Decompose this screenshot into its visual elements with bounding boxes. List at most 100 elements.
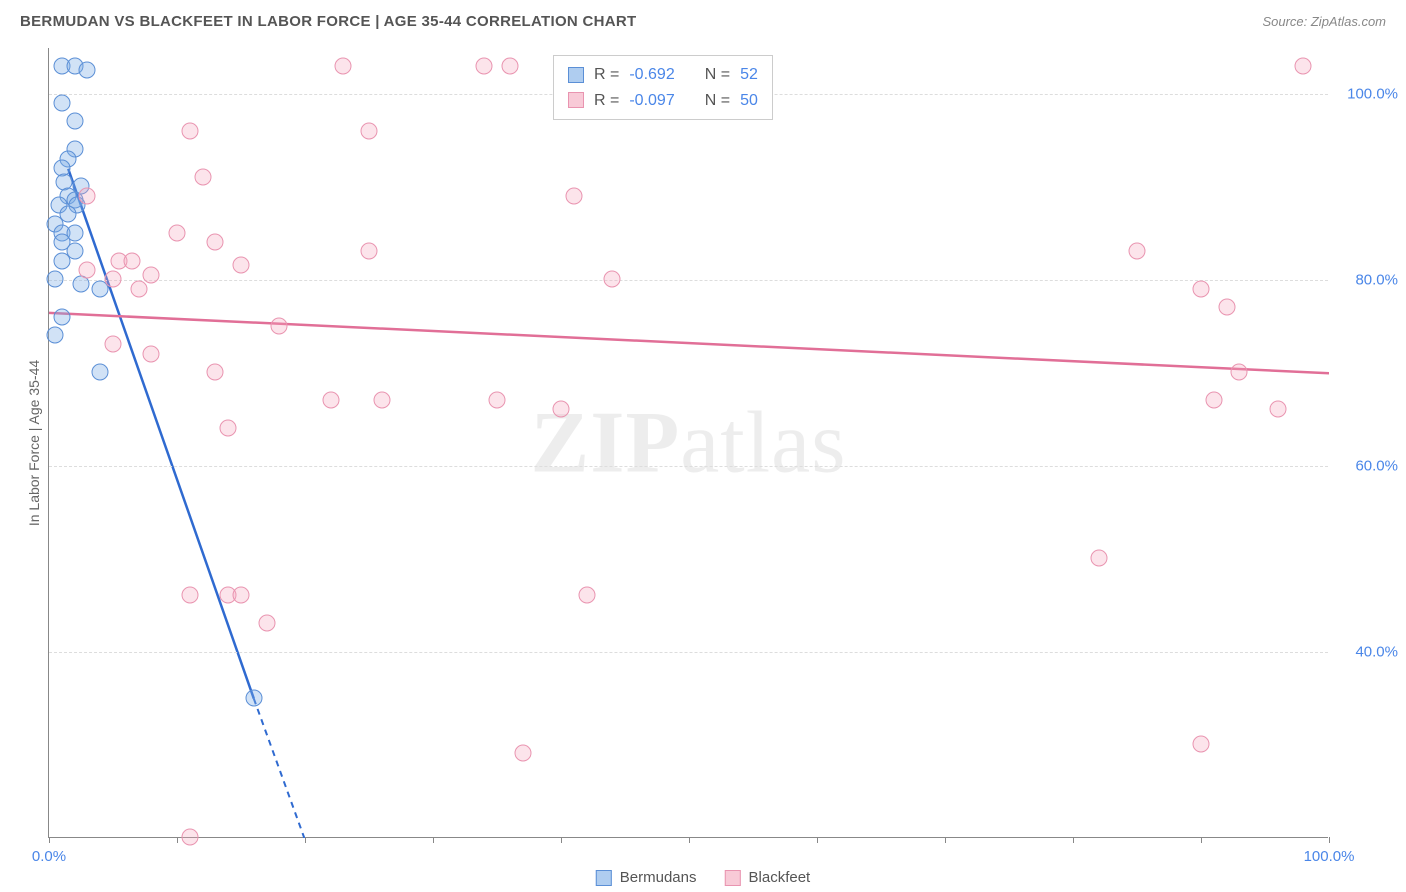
stats-legend-box: R = -0.692 N = 52 R = -0.097 N = 50 [553,55,773,120]
data-point [79,187,96,204]
swatch-pink [725,870,741,886]
x-tick [1329,837,1330,843]
stat-n-value: 50 [740,88,758,114]
trend-line [49,313,1329,373]
trend-line-dashed [254,699,318,838]
chart-title: BERMUDAN VS BLACKFEET IN LABOR FORCE | A… [20,13,637,30]
data-point [53,252,70,269]
data-point [79,262,96,279]
data-point [1193,736,1210,753]
data-point [1090,550,1107,567]
data-point [233,587,250,604]
legend-label: Blackfeet [749,869,811,886]
data-point [53,94,70,111]
stat-n-label: N = [705,88,730,114]
data-point [220,420,237,437]
stat-r-value: -0.097 [629,88,674,114]
data-point [335,57,352,74]
stat-r-label: R = [594,88,619,114]
data-point [578,587,595,604]
data-point [1218,299,1235,316]
data-point [373,392,390,409]
x-tick [1201,837,1202,843]
legend-item-blackfeet: Blackfeet [725,869,811,886]
legend-label: Bermudans [620,869,697,886]
data-point [489,392,506,409]
x-tick-label: 100.0% [1304,848,1355,865]
swatch-blue [596,870,612,886]
data-point [1205,392,1222,409]
swatch-pink [568,92,584,108]
data-point [47,327,64,344]
y-tick-label: 80.0% [1338,272,1398,289]
data-point [53,308,70,325]
legend-item-bermudans: Bermudans [596,869,697,886]
footer-legend: Bermudans Blackfeet [596,869,810,886]
x-tick [689,837,690,843]
x-tick [1073,837,1074,843]
gridline [49,652,1328,653]
data-point [169,224,186,241]
data-point [476,57,493,74]
data-point [79,62,96,79]
gridline [49,466,1328,467]
data-point [258,615,275,632]
data-point [604,271,621,288]
chart-source: Source: ZipAtlas.com [1262,14,1386,29]
watermark: ZIPatlas [531,392,847,493]
x-tick [305,837,306,843]
data-point [1129,243,1146,260]
x-tick [945,837,946,843]
data-point [271,317,288,334]
x-tick [561,837,562,843]
y-tick-label: 60.0% [1338,458,1398,475]
data-point [181,587,198,604]
data-point [181,122,198,139]
y-tick-label: 100.0% [1338,86,1398,103]
stats-row: R = -0.692 N = 52 [568,62,758,88]
y-tick-label: 40.0% [1338,644,1398,661]
data-point [1295,57,1312,74]
stat-r-value: -0.692 [629,62,674,88]
data-point [143,266,160,283]
stat-n-value: 52 [740,62,758,88]
data-point [47,271,64,288]
data-point [66,113,83,130]
data-point [143,345,160,362]
data-point [130,280,147,297]
data-point [514,745,531,762]
data-point [1193,280,1210,297]
data-point [105,271,122,288]
data-point [105,336,122,353]
y-axis-title: In Labor Force | Age 35-44 [26,360,42,526]
stats-row: R = -0.097 N = 50 [568,88,758,114]
data-point [565,187,582,204]
data-point [233,257,250,274]
trend-lines [49,48,1329,838]
data-point [361,243,378,260]
data-point [245,689,262,706]
plot-area: ZIPatlas 40.0%60.0%80.0%100.0%0.0%100.0% [48,48,1328,838]
data-point [553,401,570,418]
data-point [501,57,518,74]
data-point [181,829,198,846]
data-point [207,234,224,251]
x-tick [817,837,818,843]
data-point [322,392,339,409]
data-point [207,364,224,381]
x-tick [433,837,434,843]
x-tick-label: 0.0% [32,848,66,865]
data-point [92,364,109,381]
data-point [1269,401,1286,418]
data-point [361,122,378,139]
stat-r-label: R = [594,62,619,88]
x-tick [49,837,50,843]
swatch-blue [568,67,584,83]
stat-n-label: N = [705,62,730,88]
data-point [1231,364,1248,381]
x-tick [177,837,178,843]
gridline [49,280,1328,281]
chart-header: BERMUDAN VS BLACKFEET IN LABOR FORCE | A… [0,0,1406,42]
data-point [194,169,211,186]
data-point [124,252,141,269]
